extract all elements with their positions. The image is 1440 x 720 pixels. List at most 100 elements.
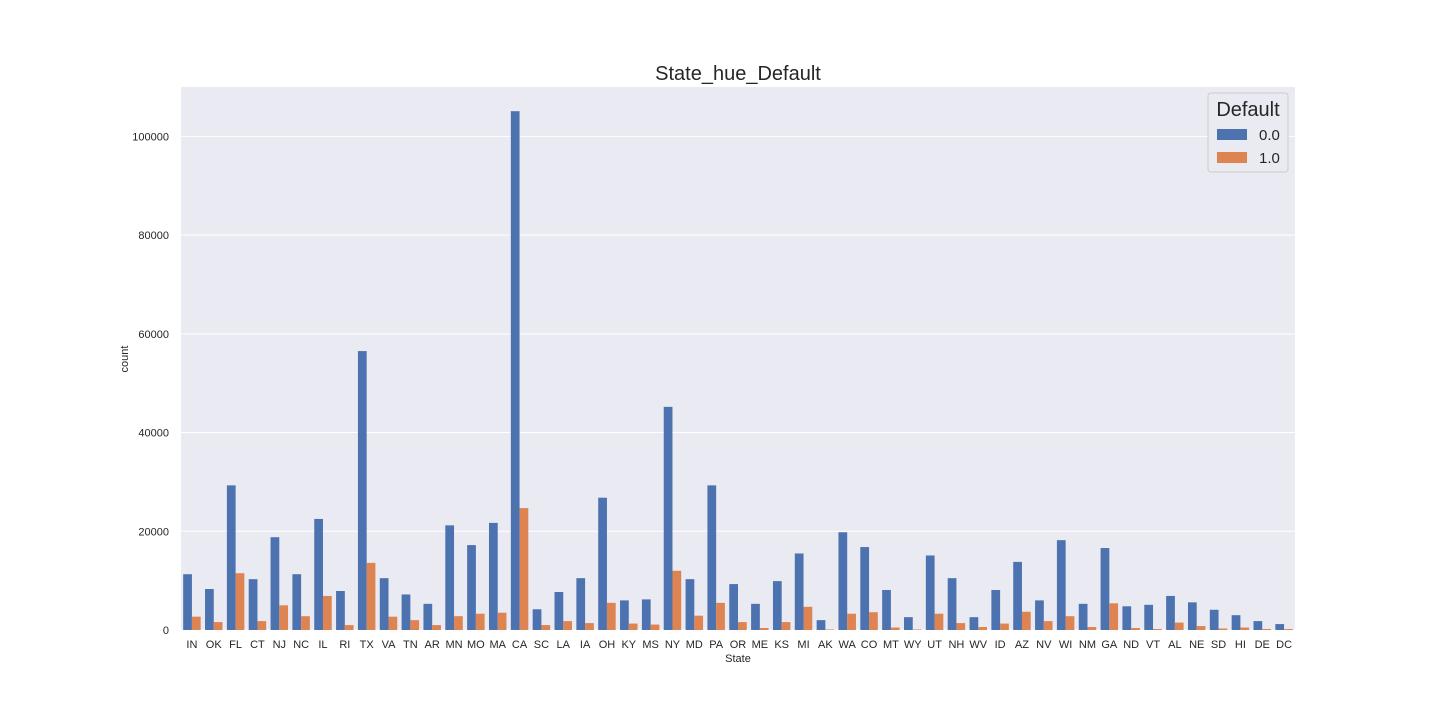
bar-CA-series-0.0 xyxy=(510,111,520,631)
x-tick-label: WV xyxy=(969,639,987,651)
bar-LA-series-1.0 xyxy=(563,621,572,630)
bar-WA-series-0.0 xyxy=(838,532,848,630)
x-tick-label: NJ xyxy=(273,639,286,651)
x-tick-label: NY xyxy=(665,639,681,651)
x-tick-label: TX xyxy=(360,639,375,651)
x-tick-label: CT xyxy=(250,639,265,651)
x-tick-label: OR xyxy=(730,639,747,651)
x-tick-label: LA xyxy=(557,639,571,651)
bar-MO-series-1.0 xyxy=(475,613,485,630)
x-tick-label: WY xyxy=(904,639,922,651)
legend-swatch-series-1 xyxy=(1217,152,1247,163)
bar-CT-series-1.0 xyxy=(257,621,267,630)
bar-CA-series-1.0 xyxy=(519,508,529,630)
bar-NM-series-0.0 xyxy=(1078,603,1088,630)
bar-ID-series-0.0 xyxy=(991,590,1001,630)
bar-MO-series-0.0 xyxy=(467,545,476,630)
bar-MD-series-0.0 xyxy=(685,579,695,630)
bar-IN-series-0.0 xyxy=(183,574,192,630)
x-tick-label: MD xyxy=(686,639,703,651)
bar-AZ-series-0.0 xyxy=(1013,561,1022,630)
bar-AR-series-0.0 xyxy=(423,603,433,630)
bar-ID-series-1.0 xyxy=(1000,623,1009,630)
bar-KS-series-1.0 xyxy=(781,622,791,630)
bar-KS-series-0.0 xyxy=(772,581,782,630)
bar-AL-series-1.0 xyxy=(1174,622,1184,630)
bar-KY-series-0.0 xyxy=(620,600,629,630)
x-tick-label: HI xyxy=(1235,639,1246,651)
bar-GA-series-1.0 xyxy=(1109,603,1119,630)
x-tick-label: NH xyxy=(948,639,964,651)
bar-DC-series-1.0 xyxy=(1284,629,1293,630)
y-axis-label: count xyxy=(119,346,131,373)
chart-title: State_hue_Default xyxy=(655,63,821,85)
bar-DE-series-0.0 xyxy=(1253,621,1263,630)
x-tick-label: AZ xyxy=(1015,639,1029,651)
x-tick-label: KS xyxy=(774,639,789,651)
bar-WI-series-0.0 xyxy=(1056,540,1066,630)
bar-WI-series-1.0 xyxy=(1065,616,1075,630)
bar-ME-series-0.0 xyxy=(751,603,760,630)
bar-AL-series-0.0 xyxy=(1166,595,1175,630)
bar-FL-series-0.0 xyxy=(226,485,236,630)
x-tick-label: NE xyxy=(1189,639,1204,651)
bar-VT-series-0.0 xyxy=(1144,604,1154,630)
bar-NJ-series-1.0 xyxy=(279,605,289,630)
x-tick-label: NM xyxy=(1079,639,1096,651)
x-tick-label: KY xyxy=(621,639,636,651)
bar-SC-series-0.0 xyxy=(532,609,542,630)
bar-DE-series-1.0 xyxy=(1262,629,1271,630)
bar-UT-series-0.0 xyxy=(925,555,935,630)
x-tick-label: AK xyxy=(818,639,833,651)
x-tick-label: ND xyxy=(1123,639,1139,651)
bar-IN-series-1.0 xyxy=(191,616,201,630)
y-tick-label: 100000 xyxy=(132,131,169,143)
x-tick-label: ME xyxy=(752,639,769,651)
x-tick-label: CO xyxy=(861,639,878,651)
bar-PA-series-1.0 xyxy=(716,602,725,630)
bar-KY-series-1.0 xyxy=(628,623,638,630)
x-tick-label: DE xyxy=(1255,639,1270,651)
x-tick-label: VA xyxy=(382,639,397,651)
bar-NC-series-1.0 xyxy=(301,616,310,630)
bar-NE-series-1.0 xyxy=(1196,626,1206,630)
bar-NJ-series-0.0 xyxy=(270,537,280,630)
bar-ND-series-0.0 xyxy=(1122,606,1132,630)
x-tick-label: AL xyxy=(1168,639,1181,651)
x-tick-label: SD xyxy=(1211,639,1226,651)
x-tick-label: GA xyxy=(1101,639,1118,651)
x-tick-label: MA xyxy=(489,639,506,651)
legend: Default 0.0 1.0 xyxy=(1207,92,1289,173)
y-tick-label: 40000 xyxy=(138,428,169,440)
legend-swatch-series-0 xyxy=(1217,129,1247,140)
bar-SD-series-0.0 xyxy=(1209,609,1219,630)
x-tick-label: IL xyxy=(318,639,327,651)
bar-VA-series-0.0 xyxy=(379,578,389,630)
bar-WV-series-0.0 xyxy=(969,617,979,630)
bar-NH-series-0.0 xyxy=(947,578,957,630)
x-tick-label: OK xyxy=(206,639,223,651)
bar-SC-series-1.0 xyxy=(541,625,551,630)
bar-IL-series-1.0 xyxy=(322,595,332,630)
bar-ME-series-1.0 xyxy=(759,628,769,630)
x-tick-label: WI xyxy=(1059,639,1072,651)
bar-MI-series-1.0 xyxy=(803,606,813,630)
x-tick-label: MS xyxy=(642,639,659,651)
bar-OK-series-0.0 xyxy=(205,589,214,630)
bar-FL-series-1.0 xyxy=(235,573,245,630)
bar-PA-series-0.0 xyxy=(707,485,717,630)
x-tick-label: TN xyxy=(403,639,418,651)
bar-MS-series-1.0 xyxy=(650,624,660,630)
legend-label-series-0: 0.0 xyxy=(1259,127,1280,144)
bar-HI-series-0.0 xyxy=(1231,615,1241,630)
y-tick-label: 0 xyxy=(163,625,169,637)
bar-IA-series-1.0 xyxy=(585,623,594,630)
x-tick-label: UT xyxy=(927,639,942,651)
x-tick-label: IN xyxy=(186,639,197,651)
bar-MA-series-0.0 xyxy=(488,522,498,630)
bar-GA-series-0.0 xyxy=(1100,548,1110,630)
bar-NM-series-1.0 xyxy=(1087,627,1097,630)
bar-NV-series-1.0 xyxy=(1043,621,1053,630)
legend-title: Default xyxy=(1216,99,1280,121)
